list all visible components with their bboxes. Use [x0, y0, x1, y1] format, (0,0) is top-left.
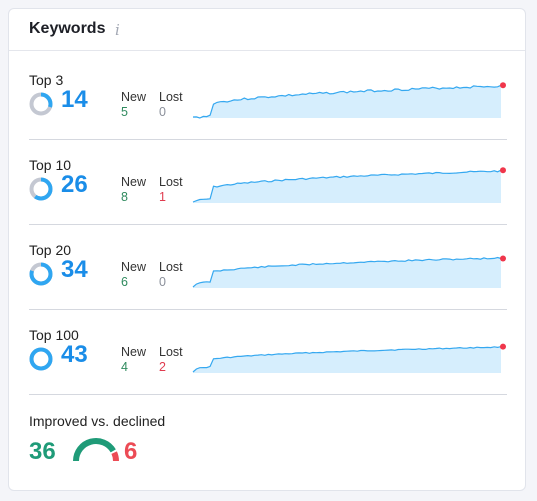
trend-sparkline — [192, 255, 506, 288]
trend-sparkline — [192, 343, 506, 373]
sparkline-area — [193, 85, 501, 118]
declined-count[interactable]: 6 — [124, 438, 138, 465]
keyword-count[interactable]: 14 — [61, 86, 88, 113]
sparkline-area — [193, 346, 501, 373]
keywords-widget: Keywords i Top 3 14 New 5 Lost 0 Top 10 … — [8, 8, 526, 491]
progress-ring-icon — [29, 347, 53, 371]
row-divider — [29, 224, 507, 225]
new-value[interactable]: 6 — [121, 275, 128, 289]
lost-value[interactable]: 1 — [159, 190, 166, 204]
lost-label: Lost — [159, 175, 183, 189]
row-label: Top 100 — [29, 327, 79, 343]
sparkline-end-dot — [500, 82, 506, 89]
row-divider — [29, 309, 507, 310]
row-top-10[interactable]: Top 10 26 New 8 Lost 1 — [9, 157, 527, 242]
progress-ring-icon — [29, 92, 53, 116]
keyword-count[interactable]: 34 — [61, 256, 88, 283]
improved-vs-declined-label: Improved vs. declined — [29, 413, 166, 429]
row-label: Top 10 — [29, 157, 72, 173]
sparkline-line — [192, 169, 502, 203]
new-label: New — [121, 345, 147, 359]
lost-label: Lost — [159, 90, 183, 104]
sparkline-end-dot — [500, 255, 506, 262]
lost-value[interactable]: 0 — [159, 275, 166, 289]
lost-value[interactable]: 2 — [159, 360, 166, 374]
sparkline-end-dot — [500, 343, 506, 350]
sparkline-line — [192, 346, 502, 373]
new-value[interactable]: 4 — [121, 360, 128, 374]
row-divider — [29, 394, 507, 395]
lost-label: Lost — [159, 260, 183, 274]
info-icon[interactable]: i — [115, 21, 120, 39]
row-top-100[interactable]: Top 100 43 New 4 Lost 2 — [9, 327, 527, 412]
progress-ring-icon — [29, 177, 53, 201]
progress-ring-icon — [29, 262, 53, 286]
gauge-improved-arc — [73, 438, 116, 462]
lost-value[interactable]: 0 — [159, 105, 166, 119]
new-label: New — [121, 175, 147, 189]
trend-sparkline — [192, 167, 506, 203]
trend-sparkline — [192, 82, 506, 119]
row-top-3[interactable]: Top 3 14 New 5 Lost 0 — [9, 72, 527, 157]
sparkline-area — [193, 170, 501, 203]
new-value[interactable]: 5 — [121, 105, 128, 119]
sparkline-line — [192, 256, 502, 288]
row-label: Top 20 — [29, 242, 72, 258]
sparkline-line — [192, 84, 502, 119]
improved-declined-gauge-icon — [73, 438, 119, 462]
row-label: Top 3 — [29, 72, 64, 88]
row-divider — [29, 139, 507, 140]
sparkline-area — [193, 257, 501, 288]
improved-count[interactable]: 36 — [29, 438, 56, 465]
widget-title: Keywords — [29, 20, 106, 37]
new-label: New — [121, 260, 147, 274]
new-label: New — [121, 90, 147, 104]
keyword-count[interactable]: 26 — [61, 171, 88, 198]
row-top-20[interactable]: Top 20 34 New 6 Lost 0 — [9, 242, 527, 327]
lost-label: Lost — [159, 345, 183, 359]
sparkline-end-dot — [500, 167, 506, 174]
widget-header: Keywords i — [9, 9, 525, 51]
gauge-declined-arc — [111, 451, 119, 462]
new-value[interactable]: 8 — [121, 190, 128, 204]
keyword-count[interactable]: 43 — [61, 341, 88, 368]
